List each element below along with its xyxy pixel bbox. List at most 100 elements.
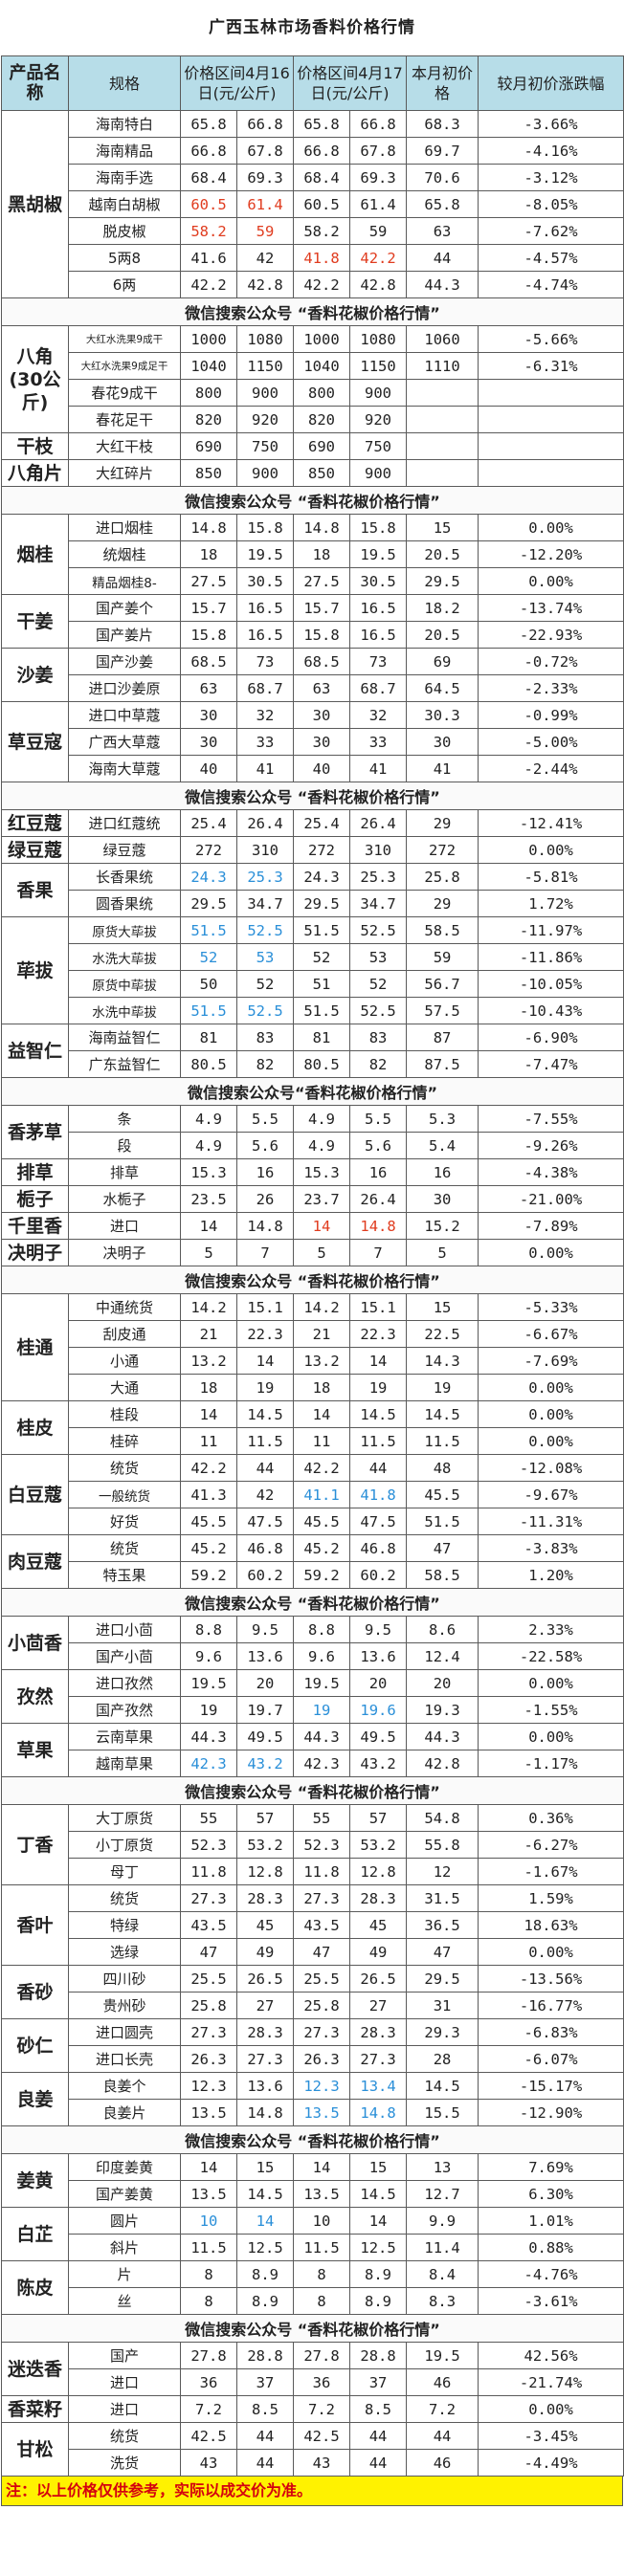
spec: 大丁原货 xyxy=(68,1804,181,1832)
price-apr17-high: 12.5 xyxy=(349,2234,408,2261)
change-pct: -5.00% xyxy=(478,728,624,756)
price-apr16-low: 40 xyxy=(180,755,237,782)
price-apr16-high: 26 xyxy=(235,1185,295,1213)
price-apr16-high: 14.8 xyxy=(235,2099,295,2126)
price-apr17-low: 27.3 xyxy=(293,1884,351,1912)
price-apr17-high: 15.8 xyxy=(349,514,408,541)
month-start-price: 15.5 xyxy=(406,2099,479,2126)
table-row: 八角(30公斤) 大红水洗果9成干 1000 1080 1000 1080 1060 -5.6… xyxy=(1,325,624,433)
price-apr16-high: 15 xyxy=(235,2153,295,2181)
spec: 条 xyxy=(68,1105,181,1133)
spec: 进口烟桂 xyxy=(68,514,181,541)
table-row: 特玉果 59.2 60.2 59.2 60.2 58.5 1.20% xyxy=(2,1561,624,1589)
price-apr16-high: 26.4 xyxy=(235,809,295,837)
table-row: 特绿 43.5 45 43.5 45 36.5 18.63% xyxy=(2,1911,624,1939)
price-apr17-low: 65.8 xyxy=(293,110,351,138)
price-apr16-high: 8.9 xyxy=(235,2287,295,2315)
price-apr16-high: 68.7 xyxy=(235,674,295,702)
change-pct: -8.05% xyxy=(478,190,624,218)
spec: 大红碎片 xyxy=(68,459,181,487)
spec: 选绿 xyxy=(68,1938,181,1966)
spec: 进口小茴 xyxy=(68,1616,181,1643)
month-start-price: 63 xyxy=(406,217,479,245)
price-apr17-low: 42.2 xyxy=(293,1454,351,1482)
price-apr17-low: 27.8 xyxy=(293,2342,351,2369)
change-pct: -7.47% xyxy=(478,1050,624,1078)
price-apr17-low: 15.7 xyxy=(293,594,351,622)
product-name: 香果 xyxy=(1,863,69,917)
price-apr16-high: 11.5 xyxy=(235,1427,295,1455)
change-pct: 1.20% xyxy=(478,1561,624,1589)
table-row: 千里香 进口 14 14.8 14 14.8 15.2 -7.89% xyxy=(1,1212,624,1240)
price-apr16-high: 5.6 xyxy=(235,1132,295,1159)
price-apr17-low: 55 xyxy=(293,1804,351,1832)
table-row: 段 4.9 5.6 4.9 5.6 5.4 -9.26% xyxy=(2,1132,624,1159)
price-apr17-low: 68.5 xyxy=(293,648,351,675)
table-row: 进口长壳 26.3 27.3 26.3 27.3 28 -6.07% xyxy=(2,2045,624,2073)
table-row: 桂通 中通统货 14.2 15.1 14.2 15.1 15 -5.33% xyxy=(1,1293,624,1401)
price-apr17-low: 8 xyxy=(293,2287,351,2315)
price-apr17-high: 49.5 xyxy=(349,1723,408,1750)
table-row: 陈皮片 8 8.9 8 8.9 8.4 -4.76% xyxy=(1,2260,624,2315)
month-start-price: 20.5 xyxy=(406,540,479,568)
price-apr17-low: 59.2 xyxy=(293,1561,351,1589)
spec: 国产沙姜 xyxy=(68,648,181,675)
change-pct: -3.66% xyxy=(478,110,624,138)
table-row: 沙姜 国产沙姜 68.5 73 68.5 73 69 -0.72% xyxy=(1,648,624,702)
price-apr16-high: 30.5 xyxy=(235,567,295,595)
month-start-price: 8.3 xyxy=(406,2287,479,2315)
price-apr16-low: 27.3 xyxy=(180,2018,237,2046)
price-apr17-high: 32 xyxy=(349,701,408,729)
spec: 一般统货 xyxy=(68,1481,181,1508)
product-name: 姜黄 xyxy=(1,2153,69,2208)
price-apr16-low: 4.9 xyxy=(180,1105,237,1133)
spec: 海南精品 xyxy=(68,137,181,165)
product-name: 香菜籽 xyxy=(1,2395,69,2423)
price-apr17-low: 40 xyxy=(293,755,351,782)
price-apr17-high: 5.5 xyxy=(349,1105,408,1133)
product-name: 白豆蔻 xyxy=(1,1454,69,1535)
table-row: 丁香 大丁原货 55 57 55 57 54.8 0.36% xyxy=(1,1804,624,1885)
month-start-price: 16 xyxy=(406,1158,479,1186)
change-pct xyxy=(478,406,624,433)
price-apr17-low: 41.1 xyxy=(293,1481,351,1508)
price-apr17-high: 28.3 xyxy=(349,1884,408,1912)
spec: 原货大荜拔 xyxy=(68,916,181,944)
price-apr17-low: 18 xyxy=(293,1374,351,1401)
price-apr16-low: 42.5 xyxy=(180,2422,237,2450)
price-apr16-low: 8 xyxy=(180,2260,237,2288)
month-start-price: 14.3 xyxy=(406,1347,479,1375)
price-apr17-high: 27.3 xyxy=(349,2045,408,2073)
price-apr17-low: 13.5 xyxy=(293,2180,351,2208)
month-start-price xyxy=(406,432,479,460)
price-apr17-low: 42.2 xyxy=(293,271,351,298)
change-pct: -12.08% xyxy=(478,1454,624,1482)
table-row: 统烟桂 18 19.5 18 19.5 20.5 -12.20% xyxy=(2,540,624,568)
product-name: 孜然 xyxy=(1,1669,69,1724)
header-change: 较月初价涨跌幅 xyxy=(478,55,624,111)
table-row: 黑胡椒 海南特白 65.8 66.8 65.8 66.8 68.3 -3.66% xyxy=(1,110,624,298)
table-row: 栀子 水栀子 23.5 26 23.7 26.4 30 -21.00% xyxy=(1,1185,624,1213)
spec: 进口长壳 xyxy=(68,2045,181,2073)
price-apr17-low: 42.3 xyxy=(293,1750,351,1777)
change-pct: -11.86% xyxy=(478,943,624,971)
price-apr17-high: 44 xyxy=(349,2449,408,2477)
spec: 良姜片 xyxy=(68,2099,181,2126)
product-name: 良姜 xyxy=(1,2072,69,2126)
table-row: 越南白胡椒 60.5 61.4 60.5 61.4 65.8 -8.05% xyxy=(2,190,624,218)
month-start-price: 9.9 xyxy=(406,2207,479,2235)
month-start-price: 44 xyxy=(406,244,479,272)
price-apr17-low: 14.2 xyxy=(293,1293,351,1321)
price-apr17-high: 14.8 xyxy=(349,1212,408,1240)
price-apr16-high: 41 xyxy=(235,755,295,782)
month-start-price: 87.5 xyxy=(406,1050,479,1078)
price-apr17-low: 12.3 xyxy=(293,2072,351,2100)
change-pct: -4.76% xyxy=(478,2260,624,2288)
spec: 水洗大荜拔 xyxy=(68,943,181,971)
price-apr17-low: 19 xyxy=(293,1696,351,1724)
change-pct: -0.99% xyxy=(478,701,624,729)
spec: 圆片 xyxy=(68,2207,181,2235)
table-row: 母丁 11.8 12.8 11.8 12.8 12 -1.67% xyxy=(2,1858,624,1885)
spec: 长香果统 xyxy=(68,863,181,891)
table-row: 进口沙姜原 63 68.7 63 68.7 64.5 -2.33% xyxy=(2,674,624,702)
